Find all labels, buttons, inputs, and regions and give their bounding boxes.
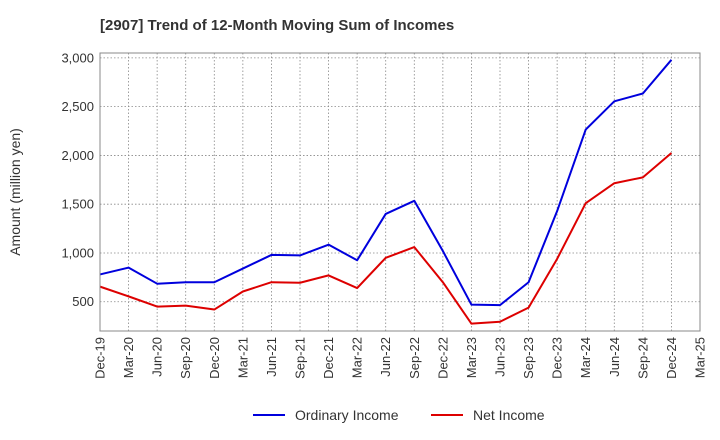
y-tick-label: 2,000 — [61, 148, 94, 163]
x-tick-label: Dec-21 — [321, 337, 336, 379]
x-tick-label: Mar-25 — [693, 337, 708, 378]
x-tick-label: Dec-20 — [207, 337, 222, 379]
grid — [100, 53, 700, 331]
x-tick-label: Dec-24 — [664, 337, 679, 379]
x-tick-label: Sep-20 — [178, 337, 193, 379]
x-tick-label: Jun-22 — [378, 337, 393, 377]
x-tick-label: Mar-20 — [121, 337, 136, 378]
x-tick-label: Mar-22 — [350, 337, 365, 378]
x-tick-label: Dec-19 — [93, 337, 108, 379]
y-axis-ticks: 500 1,000 1,500 2,000 2,500 3,000 — [61, 50, 94, 309]
x-tick-label: Sep-22 — [407, 337, 422, 379]
x-tick-label: Sep-23 — [521, 337, 536, 379]
y-tick-label: 2,500 — [61, 99, 94, 114]
series-line-net-income — [99, 152, 673, 325]
series-lines — [99, 59, 673, 325]
x-tick-label: Mar-21 — [235, 337, 250, 378]
legend: Ordinary Income Net Income — [253, 407, 545, 423]
y-tick-label: 500 — [72, 294, 94, 309]
x-tick-label: Sep-24 — [635, 337, 650, 379]
x-tick-label: Jun-20 — [150, 337, 165, 377]
x-tick-label: Jun-23 — [493, 337, 508, 377]
x-tick-label: Sep-21 — [293, 337, 308, 379]
y-tick-label: 1,000 — [61, 245, 94, 260]
y-tick-label: 1,500 — [61, 197, 94, 212]
x-axis-ticks: Dec-19 Mar-20 Jun-20 Sep-20 Dec-20 Mar-21 Jun-… — [93, 337, 708, 379]
y-tick-label: 3,000 — [61, 50, 94, 65]
x-tick-label: Dec-22 — [435, 337, 450, 379]
x-tick-label: Mar-23 — [464, 337, 479, 378]
x-tick-label: Jun-24 — [607, 337, 622, 377]
legend-label-ordinary-income: Ordinary Income — [295, 407, 399, 423]
plot-frame — [99, 52, 701, 332]
y-axis-label: Amount (million yen) — [7, 128, 23, 256]
x-tick-label: Jun-21 — [264, 337, 279, 377]
x-tick-label: Dec-23 — [550, 337, 565, 379]
chart-title: [2907] Trend of 12-Month Moving Sum of I… — [100, 17, 454, 34]
series-line-ordinary-income — [99, 59, 673, 307]
legend-label-net-income: Net Income — [473, 407, 545, 423]
x-tick-label: Mar-24 — [578, 337, 593, 378]
